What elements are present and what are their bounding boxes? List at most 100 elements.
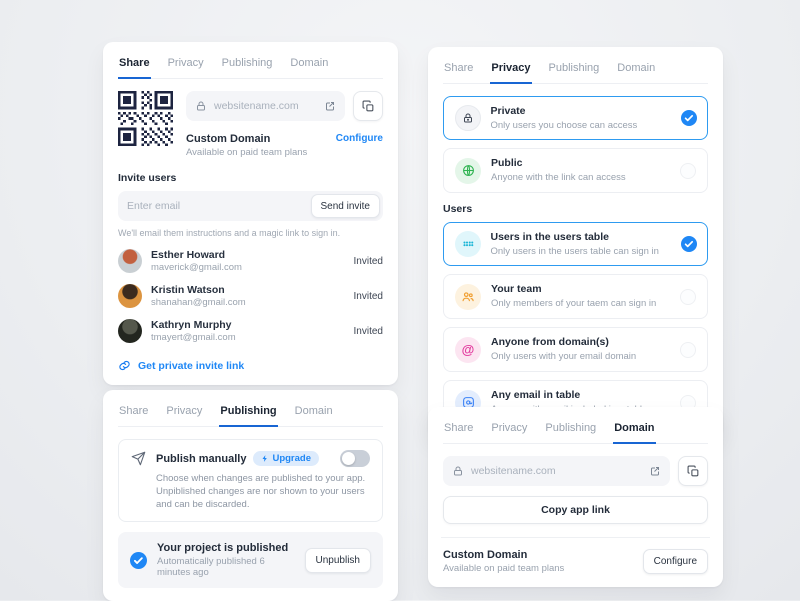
option-subtitle: Anyone with the link can access bbox=[491, 172, 626, 183]
copy-icon bbox=[687, 465, 698, 476]
user-name: Kristin Watson bbox=[151, 284, 225, 296]
domain-panel: Share Privacy Publishing Domain Copy app… bbox=[428, 407, 723, 587]
privacy-panel: Share Privacy Publishing Domain Private … bbox=[428, 47, 723, 438]
copy-icon bbox=[362, 100, 373, 111]
published-check-icon bbox=[130, 551, 147, 569]
publish-manually-card: Publish manually Upgrade Choose when cha… bbox=[118, 439, 383, 522]
send-invite-button[interactable]: Send invite bbox=[310, 194, 380, 218]
at-domain-icon: @ bbox=[455, 336, 481, 363]
user-name: Kathryn Murphy bbox=[151, 319, 232, 331]
copy-link-button[interactable] bbox=[678, 456, 708, 486]
access-option-public[interactable]: Public Anyone with the link can access bbox=[443, 148, 708, 193]
copy-app-link-button[interactable]: Copy app link bbox=[443, 496, 708, 524]
tab-domain[interactable]: Domain bbox=[294, 405, 333, 417]
link-icon bbox=[119, 360, 130, 371]
tab-publishing[interactable]: Publishing bbox=[545, 422, 597, 434]
lock-icon bbox=[197, 101, 205, 111]
avatar bbox=[118, 249, 142, 273]
access-option-private[interactable]: Private Only users you choose can access bbox=[443, 96, 708, 140]
option-title: Private bbox=[490, 104, 526, 117]
user-email: shanahan@gmail.com bbox=[151, 297, 246, 308]
avatar bbox=[118, 319, 142, 343]
tab-privacy[interactable]: Privacy bbox=[167, 57, 204, 69]
qr-code bbox=[118, 91, 173, 146]
upgrade-badge[interactable]: Upgrade bbox=[253, 451, 320, 466]
configure-link[interactable]: Configure bbox=[335, 133, 383, 144]
private-invite-link-label: Get private invite link bbox=[138, 359, 245, 372]
published-subtitle: Automatically published 6 minutes ago bbox=[157, 556, 265, 578]
share-panel: Share Privacy Publishing Domain bbox=[103, 42, 398, 385]
team-icon bbox=[455, 283, 481, 310]
tab-domain[interactable]: Domain bbox=[617, 62, 656, 74]
option-title: Anyone from domain(s) bbox=[491, 336, 609, 348]
option-subtitle: Only members of your taem can sign in bbox=[491, 298, 657, 309]
domain-url-field[interactable] bbox=[443, 456, 670, 486]
copy-link-button[interactable] bbox=[353, 91, 383, 121]
domain-url-input[interactable] bbox=[471, 465, 642, 477]
user-status: Invited bbox=[353, 255, 383, 267]
tab-share[interactable]: Share bbox=[119, 405, 149, 417]
external-link-icon[interactable] bbox=[324, 100, 336, 112]
tab-share[interactable]: Share bbox=[444, 422, 474, 434]
lock-icon bbox=[454, 105, 481, 131]
radio-unselected[interactable] bbox=[680, 162, 696, 179]
tab-publishing[interactable]: Publishing bbox=[221, 57, 273, 69]
invite-helper-text: We'll email them instructions and a magi… bbox=[118, 228, 341, 238]
share-panel-tabs: Share Privacy Publishing Domain bbox=[118, 55, 383, 79]
user-option-users-table[interactable]: Users in the users table Only users in t… bbox=[443, 222, 708, 266]
tab-domain[interactable]: Domain bbox=[613, 420, 656, 444]
private-invite-link[interactable]: Get private invite link bbox=[118, 359, 383, 372]
tab-domain[interactable]: Domain bbox=[290, 57, 329, 69]
radio-unselected[interactable] bbox=[680, 341, 696, 358]
app-url-field[interactable] bbox=[186, 91, 345, 121]
radio-unselected[interactable] bbox=[680, 288, 696, 305]
user-name: Esther Howard bbox=[151, 249, 226, 261]
paper-plane-icon bbox=[131, 451, 146, 466]
invite-users-label: Invite users bbox=[118, 172, 177, 184]
custom-domain-title: Custom Domain bbox=[443, 549, 528, 561]
publishing-panel-tabs: Share Privacy Publishing Domain bbox=[118, 403, 383, 427]
publishing-panel: Share Privacy Publishing Domain Publish … bbox=[103, 390, 398, 601]
option-subtitle: Only users with your email domain bbox=[491, 351, 637, 362]
option-subtitle: Only users you choose can access bbox=[490, 119, 638, 131]
custom-domain-subtitle: Available on paid team plans bbox=[186, 147, 308, 158]
user-row: Esther Howard maverick@gmail.com Invited bbox=[118, 249, 383, 273]
option-title: Users in the users table bbox=[490, 230, 609, 243]
user-row: Kathryn Murphy tmayert@gmail.com Invited bbox=[118, 319, 383, 343]
user-email: maverick@gmail.com bbox=[151, 262, 242, 273]
published-status-card: Your project is published Automatically … bbox=[118, 532, 383, 588]
tab-publishing[interactable]: Publishing bbox=[548, 62, 600, 74]
users-section-label: Users bbox=[443, 203, 473, 215]
toggle-knob bbox=[342, 452, 355, 465]
custom-domain-block: Custom Domain Available on paid team pla… bbox=[186, 133, 307, 158]
unpublish-button[interactable]: Unpublish bbox=[304, 547, 371, 573]
publish-manually-description: Choose when changes are published to you… bbox=[156, 473, 366, 510]
external-link-icon[interactable] bbox=[649, 465, 661, 477]
upgrade-badge-label: Upgrade bbox=[272, 453, 312, 464]
publish-manually-toggle[interactable] bbox=[340, 450, 370, 467]
user-option-anyone-from-domain[interactable]: @ Anyone from domain(s) Only users with … bbox=[443, 327, 708, 372]
tab-share[interactable]: Share bbox=[444, 62, 474, 74]
selected-check-icon[interactable] bbox=[680, 110, 697, 126]
custom-domain-block: Custom Domain Available on paid team pla… bbox=[443, 549, 564, 574]
privacy-panel-tabs: Share Privacy Publishing Domain bbox=[443, 60, 708, 84]
selected-check-icon[interactable] bbox=[680, 236, 697, 252]
tab-privacy[interactable]: Privacy bbox=[490, 60, 532, 84]
domain-panel-tabs: Share Privacy Publishing Domain bbox=[443, 420, 708, 444]
configure-button[interactable]: Configure bbox=[642, 549, 708, 574]
divider bbox=[441, 537, 710, 538]
app-url-input[interactable] bbox=[214, 100, 317, 112]
custom-domain-subtitle: Available on paid team plans bbox=[443, 563, 565, 574]
tab-share[interactable]: Share bbox=[118, 55, 151, 79]
user-email: tmayert@gmail.com bbox=[151, 332, 236, 343]
published-title: Your project is published bbox=[157, 542, 289, 554]
globe-icon bbox=[455, 157, 481, 184]
user-row: Kristin Watson shanahan@gmail.com Invite… bbox=[118, 284, 383, 308]
users-table-icon bbox=[454, 231, 481, 257]
tab-privacy[interactable]: Privacy bbox=[491, 422, 528, 434]
tab-publishing[interactable]: Publishing bbox=[219, 403, 278, 427]
tab-privacy[interactable]: Privacy bbox=[166, 405, 203, 417]
publish-manually-title: Publish manually bbox=[156, 452, 247, 465]
user-option-your-team[interactable]: Your team Only members of your taem can … bbox=[443, 274, 708, 319]
